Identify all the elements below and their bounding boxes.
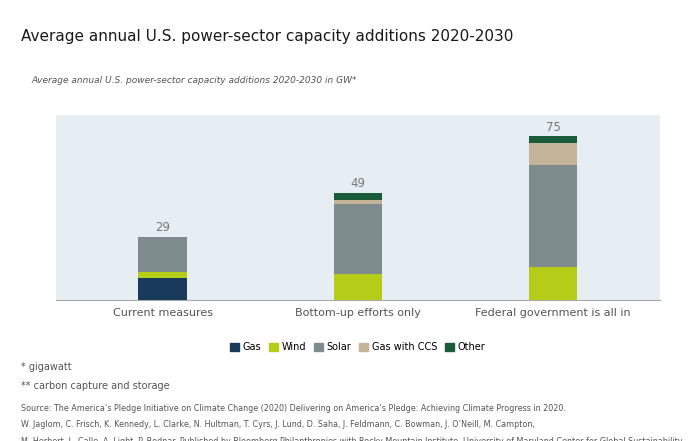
Bar <box>138 278 187 300</box>
Text: Source: The America’s Pledge Initiative on Climate Change (2020) Delivering on A: Source: The America’s Pledge Initiative … <box>21 404 566 412</box>
Text: 29: 29 <box>156 221 170 234</box>
Bar <box>334 200 382 204</box>
Text: 49: 49 <box>350 177 366 191</box>
Bar <box>334 193 382 200</box>
Text: 75: 75 <box>546 121 560 134</box>
Text: Average annual U.S. power-sector capacity additions 2020-2030 in GW*: Average annual U.S. power-sector capacit… <box>31 76 357 85</box>
Bar <box>529 143 578 165</box>
Bar <box>138 237 187 272</box>
Text: ** carbon capture and storage: ** carbon capture and storage <box>21 381 170 392</box>
Bar <box>138 272 187 278</box>
Text: W. Jaglom, C. Frisch, K. Kennedy, L. Clarke, N. Hultman, T. Cyrs, J. Lund, D. Sa: W. Jaglom, C. Frisch, K. Kennedy, L. Cla… <box>21 420 534 429</box>
Bar <box>334 274 382 300</box>
Bar <box>529 136 578 143</box>
Bar <box>529 267 578 300</box>
Text: * gigawatt: * gigawatt <box>21 362 72 372</box>
Legend: Gas, Wind, Solar, Gas with CCS, Other: Gas, Wind, Solar, Gas with CCS, Other <box>227 338 489 356</box>
Bar <box>529 165 578 267</box>
Bar <box>334 204 382 274</box>
Text: M. Herbert, L. Calle, A. Light, P. Bodnar. Published by Bloomberg Philanthropies: M. Herbert, L. Calle, A. Light, P. Bodna… <box>21 437 685 441</box>
Text: Average annual U.S. power-sector capacity additions 2020-2030: Average annual U.S. power-sector capacit… <box>21 29 513 44</box>
